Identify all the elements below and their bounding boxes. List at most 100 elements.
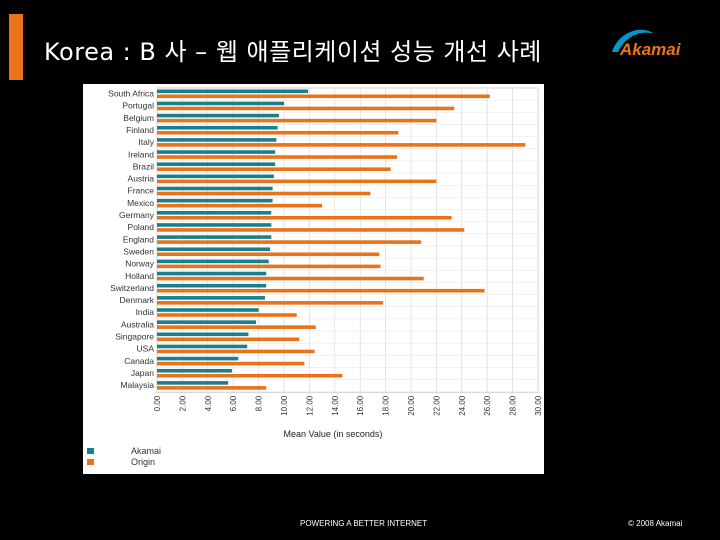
category-label: Canada bbox=[124, 356, 154, 366]
bar-akamai bbox=[157, 381, 229, 385]
bar-akamai bbox=[157, 198, 273, 203]
x-tick-label: 2.00 bbox=[178, 395, 187, 411]
bar-akamai bbox=[157, 368, 232, 373]
bar-akamai bbox=[157, 332, 249, 337]
category-label: Malaysia bbox=[120, 380, 154, 390]
bar-origin bbox=[157, 228, 465, 232]
bar-akamai bbox=[157, 150, 276, 154]
category-labels: South Africa Portugal Belgium Finland Italy I… bbox=[108, 89, 155, 391]
bar-origin bbox=[157, 216, 452, 220]
bar-origin bbox=[157, 276, 424, 281]
bar-akamai bbox=[157, 296, 265, 300]
x-tick-label: 22.00 bbox=[432, 395, 441, 416]
category-label: South Africa bbox=[108, 89, 154, 99]
footer bbox=[0, 517, 720, 540]
bar-akamai bbox=[157, 308, 259, 312]
category-label: Sweden bbox=[123, 246, 154, 256]
category-label: Germany bbox=[119, 210, 155, 220]
bar-akamai bbox=[157, 223, 272, 227]
footer-copyright: © 2008 Akamai bbox=[628, 519, 683, 528]
bar-akamai bbox=[157, 344, 248, 349]
category-label: Poland bbox=[128, 222, 155, 232]
category-label: Portugal bbox=[122, 101, 154, 111]
x-tick-label: 28.00 bbox=[509, 395, 518, 416]
logo-text: Akamai bbox=[620, 40, 681, 59]
category-label: Switzerland bbox=[110, 283, 154, 293]
bar-origin bbox=[157, 130, 399, 135]
x-axis-label: Mean Value (in seconds) bbox=[284, 429, 383, 439]
bar-akamai bbox=[157, 174, 274, 179]
legend-swatch bbox=[87, 459, 94, 465]
bar-akamai bbox=[157, 89, 309, 94]
chart-bars bbox=[157, 89, 526, 390]
bar-origin bbox=[157, 203, 323, 208]
legend-label: Origin bbox=[131, 457, 155, 467]
x-tick-label: 8.00 bbox=[255, 395, 264, 411]
bar-origin bbox=[157, 155, 398, 159]
bar-akamai bbox=[157, 186, 273, 191]
bar-origin bbox=[157, 349, 315, 354]
bar-chart: South Africa Portugal Belgium Finland Italy I… bbox=[87, 87, 543, 467]
x-tick-label: 0.00 bbox=[153, 395, 162, 411]
bar-akamai bbox=[157, 283, 267, 288]
x-tick-label: 14.00 bbox=[331, 395, 340, 416]
x-tick-labels: 0.00 2.00 4.00 6.00 8.00 10.00 12.00 14.00 16.00… bbox=[153, 395, 543, 416]
footer-tagline: POWERING A BETTER INTERNET bbox=[300, 519, 428, 528]
bar-origin bbox=[157, 143, 526, 147]
bar-origin bbox=[157, 179, 437, 184]
bar-akamai bbox=[157, 271, 267, 276]
category-label: Austria bbox=[128, 174, 155, 184]
bar-akamai bbox=[157, 113, 279, 118]
x-tick-label: 6.00 bbox=[229, 395, 238, 411]
bar-origin bbox=[157, 94, 490, 99]
category-label: USA bbox=[137, 344, 155, 354]
bar-origin bbox=[157, 373, 343, 378]
x-tick-label: 18.00 bbox=[382, 395, 391, 416]
x-tick-label: 24.00 bbox=[458, 395, 467, 416]
bar-origin bbox=[157, 301, 384, 305]
bar-origin bbox=[157, 361, 305, 366]
bar-akamai bbox=[157, 101, 284, 106]
bar-akamai bbox=[157, 235, 272, 239]
bar-origin bbox=[157, 240, 422, 244]
x-tick-label: 20.00 bbox=[407, 395, 416, 416]
bar-origin bbox=[157, 325, 316, 329]
bar-origin bbox=[157, 167, 391, 171]
category-label: Mexico bbox=[127, 198, 154, 208]
category-label: Singapore bbox=[115, 332, 154, 342]
bar-akamai bbox=[157, 162, 276, 166]
bar-origin bbox=[157, 191, 371, 196]
bar-akamai bbox=[157, 138, 277, 142]
category-label: Norway bbox=[125, 259, 155, 269]
category-label: Japan bbox=[131, 368, 154, 378]
category-label: Belgium bbox=[123, 113, 154, 123]
bar-origin bbox=[157, 106, 455, 111]
category-label: Ireland bbox=[128, 149, 154, 159]
accent-bar bbox=[9, 14, 23, 80]
category-label: Australia bbox=[121, 319, 154, 329]
akamai-logo: Akamai bbox=[604, 22, 704, 66]
category-label: Holland bbox=[125, 271, 154, 281]
bar-akamai bbox=[157, 211, 272, 215]
logo-swoosh-icon bbox=[612, 29, 654, 52]
category-label: England bbox=[123, 234, 154, 244]
x-tick-label: 10.00 bbox=[280, 395, 289, 416]
category-label: Brazil bbox=[133, 161, 154, 171]
bar-origin bbox=[157, 288, 485, 293]
bar-akamai bbox=[157, 356, 239, 361]
legend-swatch bbox=[87, 448, 94, 454]
bar-origin bbox=[157, 386, 267, 390]
legend-label: Akamai bbox=[131, 446, 161, 456]
slide-title: Korea : B 사 – 웹 애플리케이션 성능 개선 사례 bbox=[44, 38, 542, 66]
chart-panel: South Africa Portugal Belgium Finland Italy I… bbox=[83, 84, 544, 474]
bar-akamai bbox=[157, 320, 257, 324]
bar-origin bbox=[157, 337, 300, 342]
bar-origin bbox=[157, 264, 381, 269]
x-tick-label: 30.00 bbox=[534, 395, 543, 416]
x-tick-label: 16.00 bbox=[356, 395, 365, 416]
x-tick-label: 4.00 bbox=[204, 395, 213, 411]
bar-akamai bbox=[157, 125, 278, 130]
bar-akamai bbox=[157, 259, 269, 264]
category-label: India bbox=[136, 307, 155, 317]
